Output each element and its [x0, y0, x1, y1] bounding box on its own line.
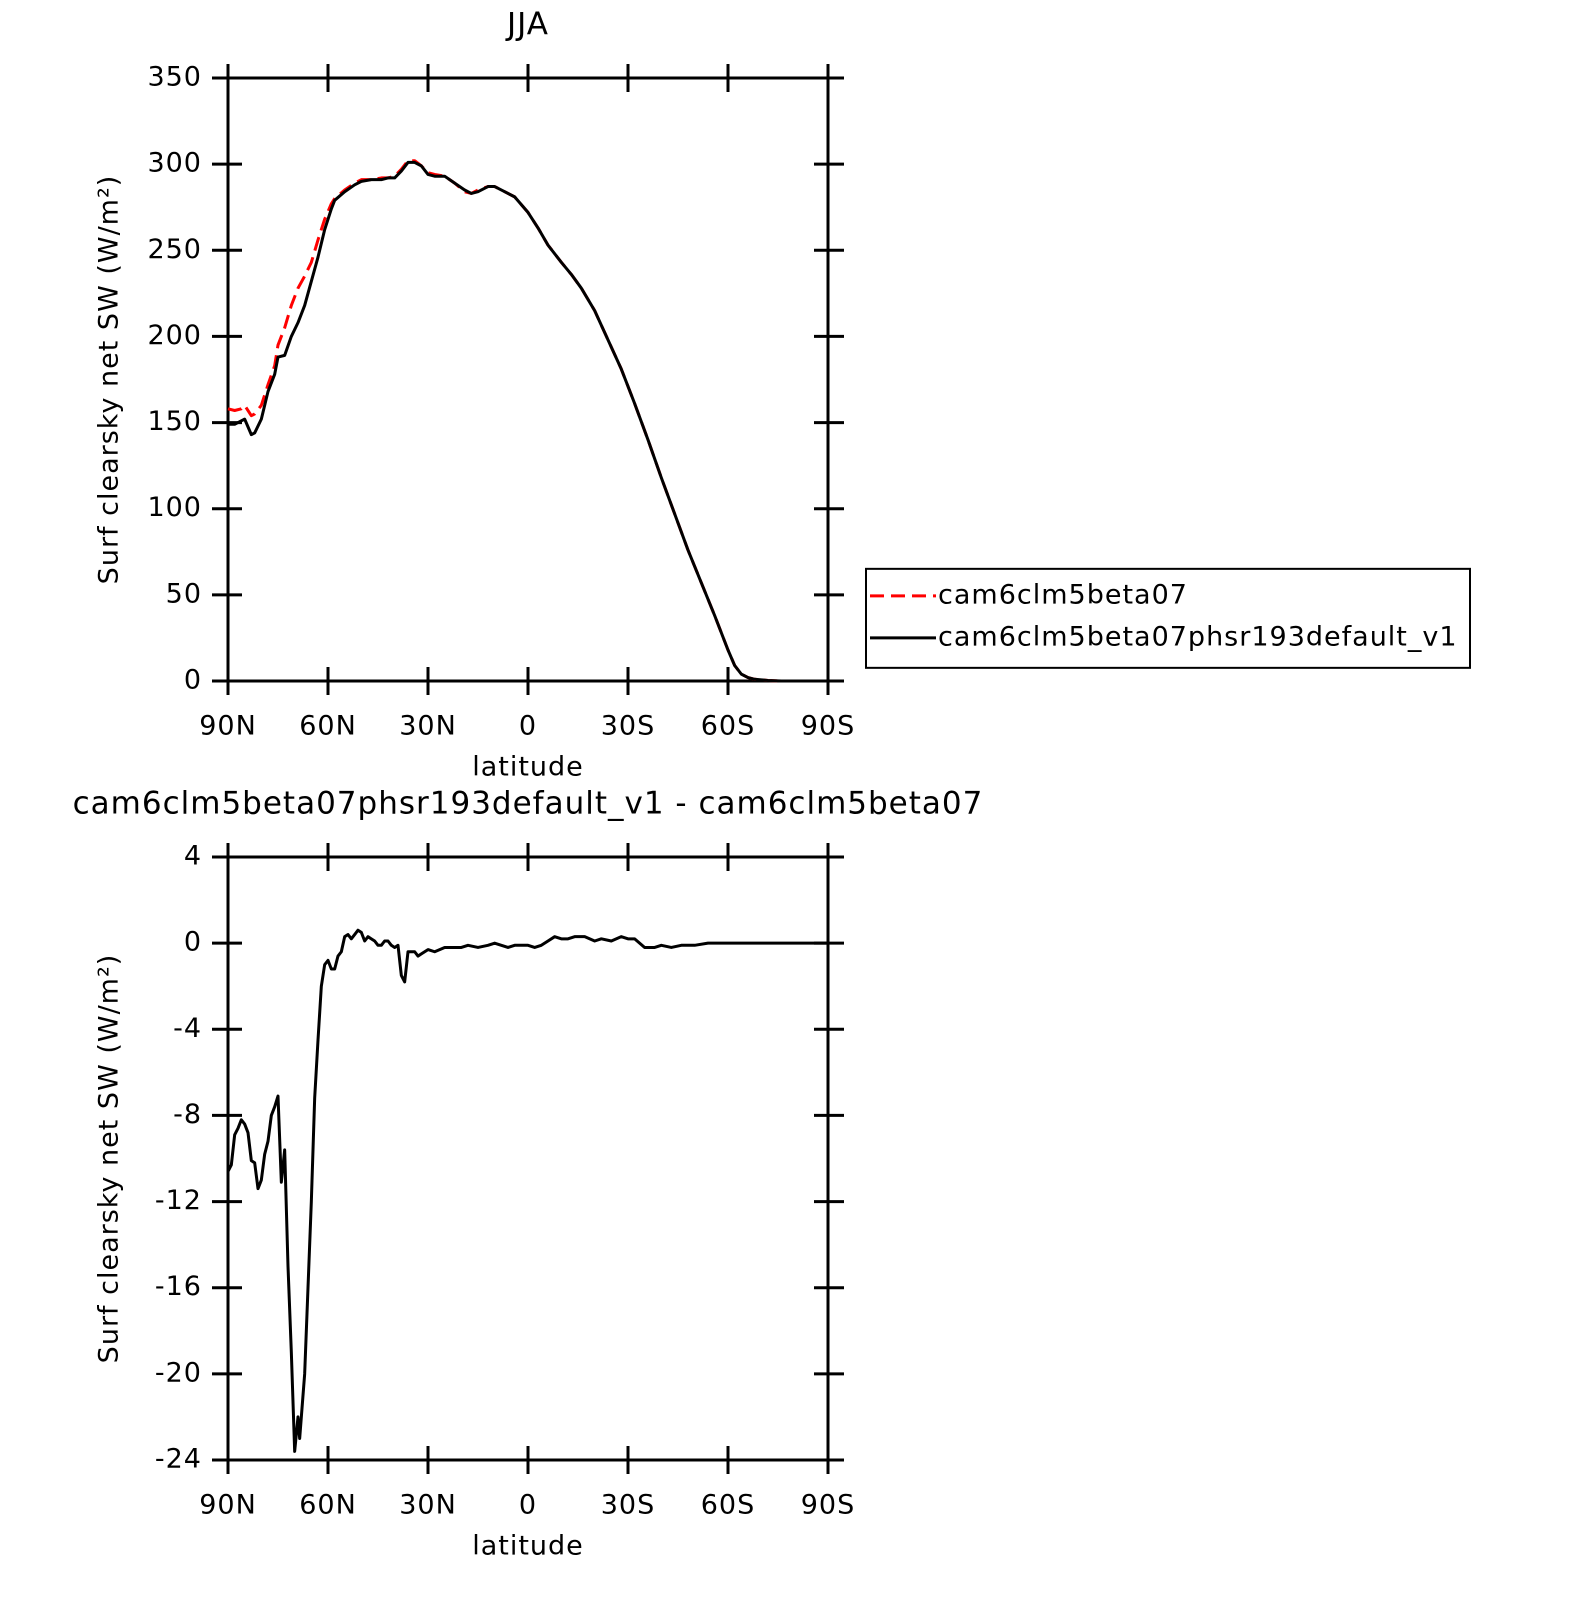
- legend-box: [865, 567, 1471, 669]
- data-line: [227, 159, 828, 683]
- x-tick-label: 60S: [701, 711, 756, 742]
- x-tick-label: 30S: [601, 711, 656, 742]
- chart-title: JJA: [505, 7, 549, 43]
- y-tick-label: 50: [166, 578, 202, 609]
- data-line: [228, 160, 828, 683]
- y-axis-label: Surf clearsky net SW (W/m²): [94, 954, 125, 1364]
- y-tick-label: 100: [147, 492, 202, 523]
- x-tick-label: 90S: [801, 1490, 856, 1521]
- y-axis-label: Surf clearsky net SW (W/m²): [94, 175, 125, 585]
- y-tick-label: 0: [184, 927, 202, 958]
- x-axis-label: latitude: [472, 752, 584, 783]
- x-tick-label: 60N: [299, 711, 357, 742]
- y-tick-label: -20: [155, 1357, 202, 1388]
- x-tick-label: 0: [519, 1490, 537, 1521]
- y-tick-label: 250: [147, 234, 202, 265]
- x-tick-label: 30S: [601, 1490, 656, 1521]
- legend-label: cam6clm5beta07: [938, 579, 1188, 610]
- y-tick-label: -24: [155, 1444, 202, 1475]
- y-tick-label: -4: [173, 1013, 202, 1044]
- y-tick-label: -12: [155, 1185, 202, 1216]
- y-tick-label: 150: [147, 406, 202, 437]
- x-tick-label: 90N: [199, 1490, 257, 1521]
- y-tick-label: 350: [147, 62, 202, 93]
- y-tick-label: 200: [147, 320, 202, 351]
- x-tick-label: 30N: [399, 1490, 457, 1521]
- x-tick-label: 90N: [199, 711, 257, 742]
- x-tick-label: 60N: [299, 1490, 357, 1521]
- x-tick-label: 0: [519, 711, 537, 742]
- x-tick-label: 60S: [701, 1490, 756, 1521]
- x-tick-label: 30N: [399, 711, 457, 742]
- y-tick-label: 4: [184, 841, 202, 872]
- legend-label: cam6clm5beta07phsr193default_v1: [938, 621, 1458, 652]
- plot-frame: [226, 76, 830, 683]
- data-line: [226, 928, 828, 1453]
- y-tick-label: 0: [184, 665, 202, 696]
- plot-frame: [226, 855, 830, 1462]
- y-tick-label: -8: [173, 1099, 202, 1130]
- x-tick-label: 90S: [801, 711, 856, 742]
- x-axis-label: latitude: [472, 1531, 584, 1562]
- y-tick-label: -16: [155, 1271, 202, 1302]
- y-tick-label: 300: [147, 148, 202, 179]
- chart-title: cam6clm5beta07phsr193default_v1 - cam6cl…: [73, 786, 984, 822]
